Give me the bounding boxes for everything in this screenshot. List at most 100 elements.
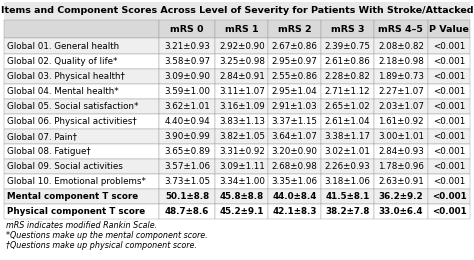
Bar	[159, 189, 215, 204]
Text: Global 07. Pain†: Global 07. Pain†	[7, 132, 77, 141]
Text: Items and Component Scores Across Level of Severity for Patients With Stroke/Att: Items and Component Scores Across Level …	[1, 6, 473, 15]
Text: 3.58±0.97: 3.58±0.97	[164, 57, 210, 66]
Bar	[268, 174, 321, 189]
Text: <0.001: <0.001	[433, 162, 465, 171]
Bar	[428, 38, 470, 54]
Bar	[268, 99, 321, 114]
Text: mRS 3: mRS 3	[331, 25, 364, 34]
Bar	[374, 204, 428, 219]
Bar	[374, 129, 428, 144]
Bar	[428, 84, 470, 99]
Bar	[268, 204, 321, 219]
Text: 3.82±1.05: 3.82±1.05	[219, 132, 265, 141]
Text: mRS 1: mRS 1	[225, 25, 259, 34]
Bar	[374, 144, 428, 159]
Text: 3.09±0.90: 3.09±0.90	[164, 72, 210, 81]
Text: 50.1±8.8: 50.1±8.8	[165, 192, 209, 201]
Bar	[215, 84, 268, 99]
Text: Global 05. Social satisfaction*: Global 05. Social satisfaction*	[7, 102, 138, 111]
Text: 42.1±8.3: 42.1±8.3	[273, 207, 317, 216]
Bar	[4, 144, 159, 159]
Text: <0.001: <0.001	[433, 177, 465, 186]
Bar	[4, 84, 159, 99]
Text: <0.001: <0.001	[433, 72, 465, 81]
Bar	[159, 84, 215, 99]
Bar	[374, 99, 428, 114]
Bar	[268, 69, 321, 84]
Bar	[159, 174, 215, 189]
Bar	[215, 99, 268, 114]
Text: mRS 4–5: mRS 4–5	[379, 25, 423, 34]
Text: 3.73±1.05: 3.73±1.05	[164, 177, 210, 186]
Bar	[374, 174, 428, 189]
Text: 3.31±0.92: 3.31±0.92	[219, 147, 265, 156]
Bar	[215, 114, 268, 129]
Bar	[374, 38, 428, 54]
Bar	[159, 114, 215, 129]
Text: <0.001: <0.001	[433, 87, 465, 96]
Bar	[428, 69, 470, 84]
Text: 3.37±1.15: 3.37±1.15	[272, 117, 318, 126]
Text: 2.71±1.12: 2.71±1.12	[325, 87, 370, 96]
Text: Global 01. General health: Global 01. General health	[7, 42, 119, 50]
Text: 48.7±8.6: 48.7±8.6	[165, 207, 209, 216]
Bar	[428, 20, 470, 38]
Bar	[321, 38, 374, 54]
Text: <0.001: <0.001	[433, 102, 465, 111]
Text: Global 08. Fatigue†: Global 08. Fatigue†	[7, 147, 91, 156]
Text: 2.61±0.86: 2.61±0.86	[325, 57, 370, 66]
Text: <0.001: <0.001	[433, 147, 465, 156]
Bar	[159, 20, 215, 38]
Text: 2.03±1.07: 2.03±1.07	[378, 102, 424, 111]
Bar	[4, 189, 159, 204]
Bar	[268, 84, 321, 99]
Text: 3.21±0.93: 3.21±0.93	[164, 42, 210, 50]
Text: Global 02. Quality of life*: Global 02. Quality of life*	[7, 57, 117, 66]
Text: 2.95±0.97: 2.95±0.97	[272, 57, 318, 66]
Text: 2.18±0.98: 2.18±0.98	[378, 57, 424, 66]
Text: 1.61±0.92: 1.61±0.92	[378, 117, 424, 126]
Text: 36.2±9.2: 36.2±9.2	[379, 192, 423, 201]
Bar	[321, 20, 374, 38]
Bar	[374, 114, 428, 129]
Bar	[428, 99, 470, 114]
Bar	[215, 54, 268, 69]
Text: 2.95±1.04: 2.95±1.04	[272, 87, 318, 96]
Text: 44.0±8.4: 44.0±8.4	[273, 192, 317, 201]
Bar	[4, 54, 159, 69]
Bar	[428, 114, 470, 129]
Bar	[159, 99, 215, 114]
Text: 2.63±0.91: 2.63±0.91	[378, 177, 424, 186]
Bar	[374, 69, 428, 84]
Text: Global 04. Mental health*: Global 04. Mental health*	[7, 87, 118, 96]
Text: 3.16±1.09: 3.16±1.09	[219, 102, 264, 111]
Bar	[374, 20, 428, 38]
Bar	[268, 54, 321, 69]
Bar	[374, 54, 428, 69]
Text: 2.92±0.90: 2.92±0.90	[219, 42, 264, 50]
Text: 3.00±1.01: 3.00±1.01	[378, 132, 424, 141]
Bar	[428, 159, 470, 174]
Text: 41.5±8.1: 41.5±8.1	[325, 192, 370, 201]
Text: <0.001: <0.001	[433, 132, 465, 141]
Bar	[374, 159, 428, 174]
Bar	[321, 84, 374, 99]
Bar	[428, 129, 470, 144]
Text: 3.64±1.07: 3.64±1.07	[272, 132, 318, 141]
Bar	[374, 189, 428, 204]
Bar	[4, 69, 159, 84]
Bar	[159, 38, 215, 54]
Text: 2.26±0.93: 2.26±0.93	[325, 162, 370, 171]
Text: 2.27±1.07: 2.27±1.07	[378, 87, 424, 96]
Bar	[215, 174, 268, 189]
Text: 1.78±0.96: 1.78±0.96	[378, 162, 424, 171]
Bar	[428, 189, 470, 204]
Text: 3.09±1.11: 3.09±1.11	[219, 162, 264, 171]
Bar	[4, 204, 159, 219]
Text: 3.57±1.06: 3.57±1.06	[164, 162, 210, 171]
Text: 2.08±0.82: 2.08±0.82	[378, 42, 424, 50]
Bar	[268, 189, 321, 204]
Bar	[268, 159, 321, 174]
Text: 2.28±0.82: 2.28±0.82	[324, 72, 370, 81]
Text: 3.65±0.89: 3.65±0.89	[164, 147, 210, 156]
